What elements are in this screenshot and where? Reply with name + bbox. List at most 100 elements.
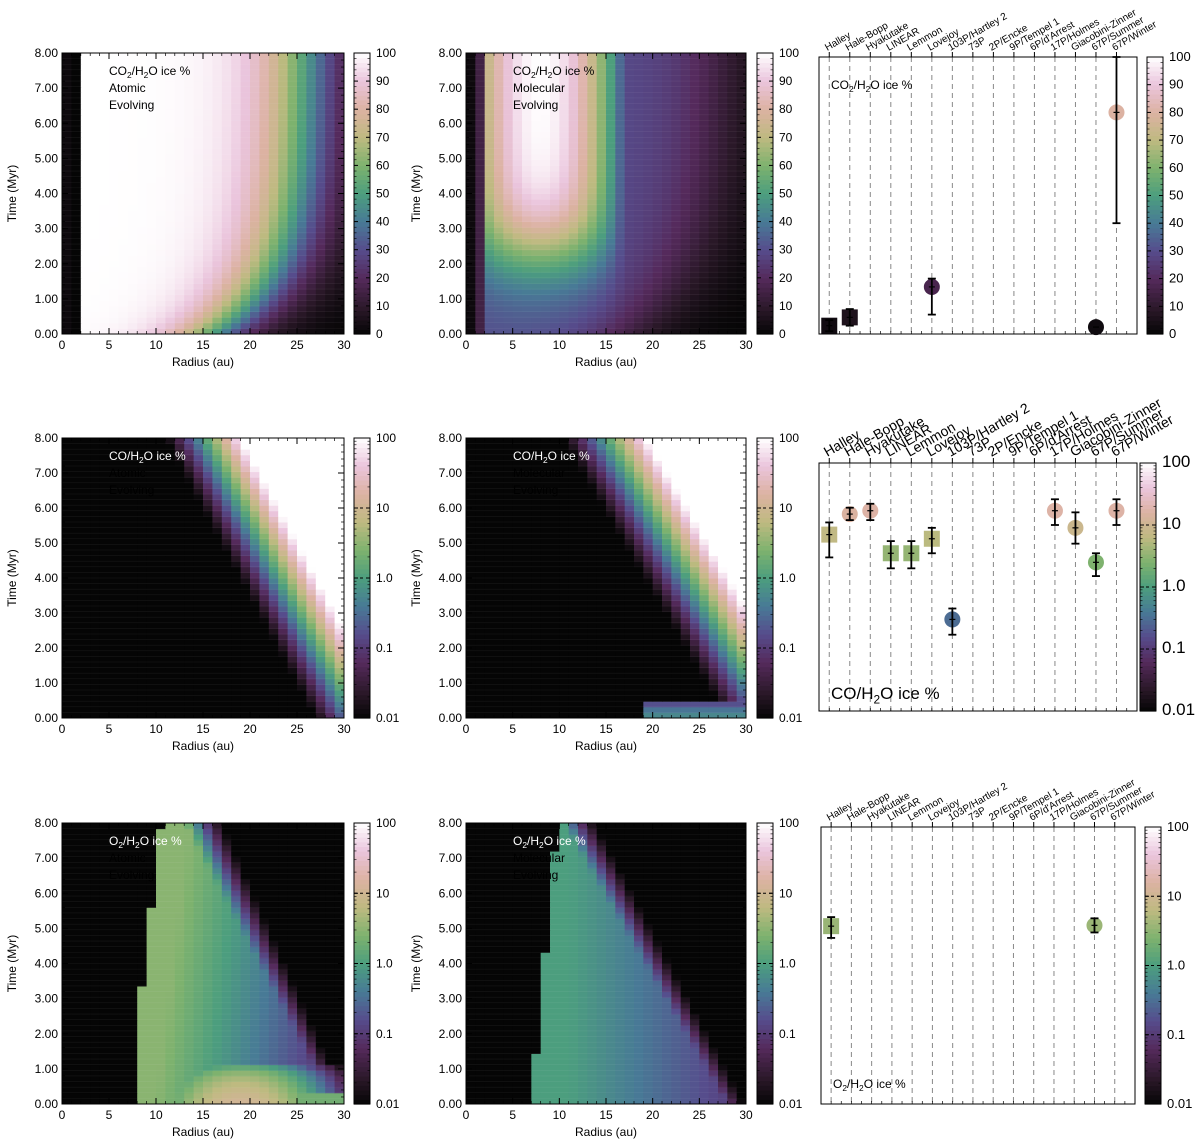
heatmap-cell [736, 142, 747, 150]
heatmap-cell [297, 667, 307, 674]
heatmap-cell [231, 594, 242, 601]
label-part: O ice % [552, 64, 594, 78]
heatmap-cell [559, 58, 570, 65]
heatmap-cell [736, 227, 747, 234]
heatmap-cell [699, 244, 710, 251]
heatmap-cell [297, 176, 307, 183]
heatmap-cell [71, 53, 82, 60]
heatmap-cell [99, 266, 110, 273]
heatmap-cell [334, 328, 345, 335]
heatmap-cell [240, 695, 251, 702]
heatmap-cell [587, 58, 598, 65]
heatmap-cell [127, 103, 138, 110]
heatmap-cell [203, 249, 213, 256]
heatmap-cell [522, 86, 532, 93]
heatmap-cell [690, 92, 700, 99]
heatmap-cell [315, 673, 326, 680]
heatmap-cell [174, 712, 185, 719]
heatmap-cell [475, 103, 486, 110]
heatmap-cell [184, 210, 195, 217]
heatmap-cell [278, 154, 289, 161]
heatmap-cell [165, 272, 176, 279]
heatmap-cell [137, 606, 148, 613]
heatmap-cell [287, 283, 298, 290]
heatmap-cell [212, 690, 223, 697]
heatmap-cell [71, 589, 82, 596]
heatmap-cell [80, 695, 91, 702]
heatmap-cell [109, 289, 119, 296]
heatmap-cell [90, 662, 101, 669]
heatmap-cell [540, 53, 551, 60]
heatmap-cell [652, 204, 663, 211]
heatmap-cell [62, 695, 72, 702]
heatmap-cell [193, 260, 204, 268]
heatmap-cell [334, 176, 345, 183]
heatmap-cell [587, 272, 598, 279]
heatmap-cell [624, 210, 635, 217]
heatmap-cell [287, 311, 298, 318]
heatmap-cell [634, 58, 644, 65]
heatmap-cell [634, 69, 644, 76]
heatmap-cell [615, 81, 626, 88]
heatmap-cell [259, 289, 270, 296]
heatmap-cell [334, 684, 345, 691]
heatmap-cell [203, 712, 213, 719]
heatmap-cell [578, 317, 588, 324]
heatmap-cell [578, 305, 588, 313]
heatmap-cell [615, 266, 626, 273]
heatmap-cell [127, 684, 138, 691]
heatmap-cell [90, 165, 101, 172]
heatmap-cell [165, 53, 176, 60]
heatmap-cell [80, 589, 91, 596]
heatmap-cell [221, 572, 232, 579]
heatmap-cell [231, 232, 242, 239]
heatmap-cell [80, 712, 91, 719]
heatmap-cell [596, 120, 607, 127]
heatmap-cell [587, 238, 598, 245]
heatmap-cell [671, 97, 682, 105]
heatmap-cell [690, 238, 700, 245]
heatmap-cell [259, 617, 270, 624]
heatmap-cell [652, 199, 663, 206]
heatmap-cell [184, 311, 195, 318]
heatmap-cell [718, 238, 728, 245]
heatmap-cell [466, 232, 476, 239]
heatmap-cell [137, 673, 148, 680]
heatmap-cell [325, 171, 336, 178]
heatmap-cell [127, 249, 138, 256]
heatmap-cell [278, 317, 289, 324]
heatmap-cell [127, 232, 138, 239]
heatmap-cell [671, 210, 682, 217]
heatmap-cell [736, 86, 747, 93]
heatmap-cell [250, 622, 260, 629]
heatmap-cell [512, 103, 523, 110]
heatmap-cell [90, 639, 101, 646]
heatmap-cell [540, 109, 551, 116]
heatmap-cell [680, 58, 691, 65]
heatmap-cell [690, 277, 700, 284]
colorbar-swatch [1147, 223, 1163, 229]
heatmap-cell [203, 690, 213, 697]
heatmap-cell [671, 193, 682, 200]
heatmap-cell [634, 227, 644, 234]
heatmap-cell [531, 227, 542, 234]
heatmap-cell [522, 92, 532, 99]
heatmap-cell [315, 617, 326, 624]
heatmap-cell [671, 260, 682, 268]
heatmap-cell [278, 64, 289, 71]
heatmap-cell [550, 182, 560, 189]
heatmap-cell [540, 154, 551, 161]
heatmap-cell [90, 69, 101, 76]
heatmap-cell [662, 227, 672, 234]
heatmap-cell [156, 706, 166, 713]
heatmap-cell [503, 142, 514, 150]
heatmap-cell [212, 64, 223, 71]
heatmap-cell [62, 606, 72, 613]
heatmap-cell [137, 238, 148, 245]
heatmap-cell [699, 215, 710, 223]
colorbar-swatch [354, 249, 370, 255]
heatmap-cell [334, 706, 345, 713]
heatmap-cell [240, 300, 251, 307]
heatmap-cell [680, 227, 691, 234]
heatmap-cell [334, 611, 345, 618]
